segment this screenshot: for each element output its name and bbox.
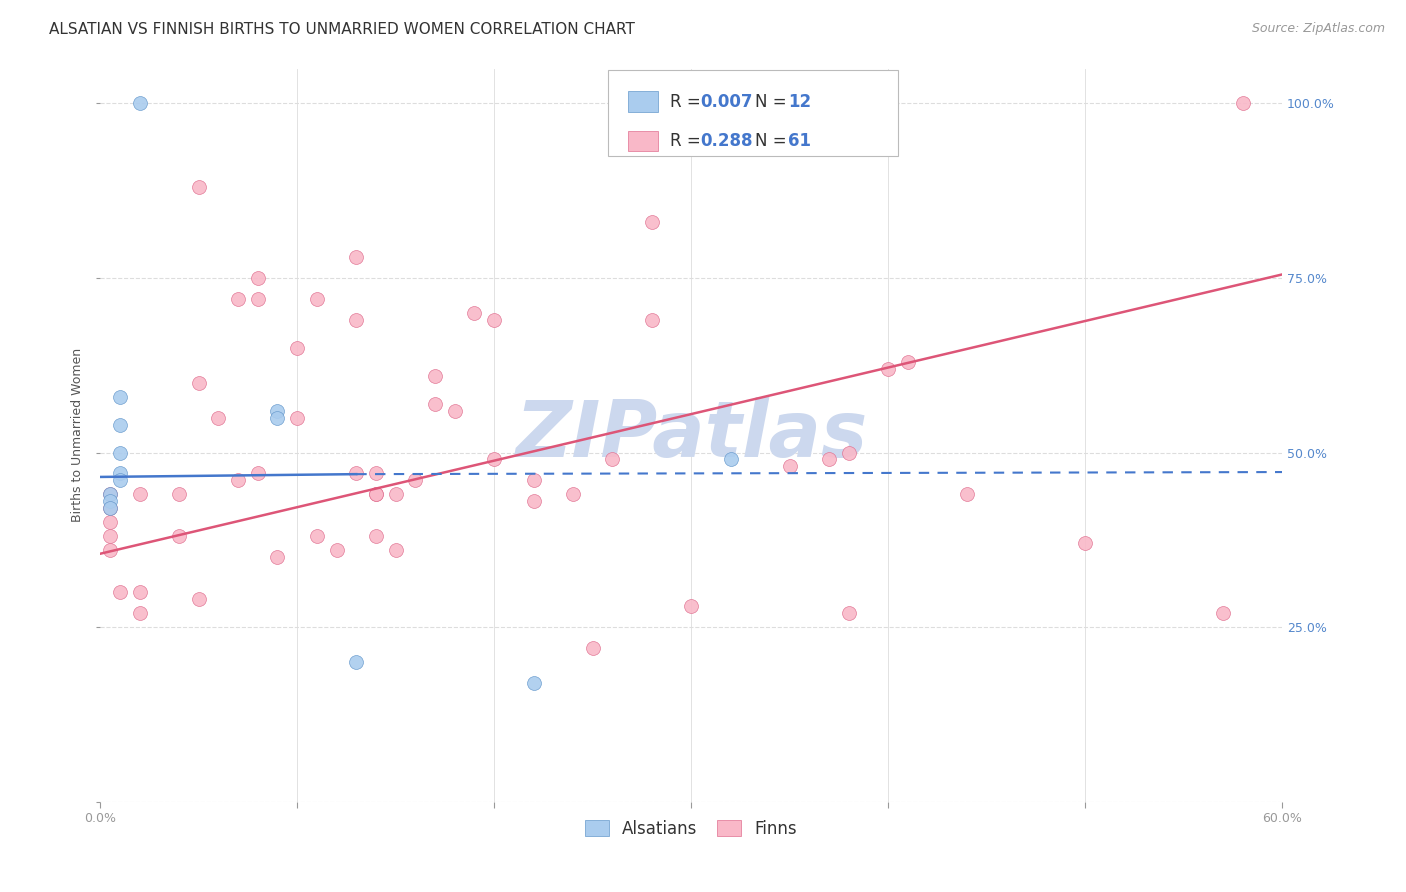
Text: ZIPatlas: ZIPatlas — [515, 397, 868, 473]
Point — [779, 459, 801, 474]
Point — [325, 543, 347, 558]
Text: 0.007: 0.007 — [700, 93, 754, 111]
Point — [344, 313, 367, 327]
Point — [266, 403, 288, 417]
Point — [443, 403, 465, 417]
Point — [98, 529, 121, 543]
Point — [187, 180, 209, 194]
Point — [128, 606, 150, 620]
Text: N =: N = — [755, 132, 792, 150]
Text: R =: R = — [669, 93, 706, 111]
Text: ALSATIAN VS FINNISH BIRTHS TO UNMARRIED WOMEN CORRELATION CHART: ALSATIAN VS FINNISH BIRTHS TO UNMARRIED … — [49, 22, 636, 37]
Point — [641, 215, 664, 229]
Point — [344, 250, 367, 264]
Point — [108, 467, 131, 481]
Point — [1074, 536, 1097, 550]
Point — [522, 474, 544, 488]
Point — [720, 452, 742, 467]
Point — [305, 529, 328, 543]
Point — [98, 516, 121, 530]
Point — [838, 606, 860, 620]
Legend: Alsatians, Finns: Alsatians, Finns — [579, 814, 803, 845]
Point — [266, 550, 288, 565]
Point — [98, 501, 121, 516]
FancyBboxPatch shape — [609, 70, 898, 156]
Point — [344, 467, 367, 481]
Point — [98, 487, 121, 501]
Point — [246, 467, 269, 481]
Point — [818, 452, 841, 467]
Point — [226, 474, 249, 488]
Point — [167, 529, 190, 543]
Point — [187, 592, 209, 607]
Point — [128, 487, 150, 501]
Point — [561, 487, 583, 501]
Point — [364, 467, 387, 481]
Point — [285, 341, 308, 355]
FancyBboxPatch shape — [628, 131, 658, 152]
Text: 0.288: 0.288 — [700, 132, 754, 150]
Point — [956, 487, 979, 501]
Text: R =: R = — [669, 132, 706, 150]
Point — [423, 368, 446, 383]
Text: 12: 12 — [787, 93, 811, 111]
Point — [167, 487, 190, 501]
Y-axis label: Births to Unmarried Women: Births to Unmarried Women — [72, 348, 84, 522]
Text: Source: ZipAtlas.com: Source: ZipAtlas.com — [1251, 22, 1385, 36]
Point — [128, 585, 150, 599]
Point — [344, 655, 367, 669]
Point — [98, 543, 121, 558]
Point — [246, 271, 269, 285]
Point — [602, 452, 624, 467]
Point — [108, 585, 131, 599]
Point — [98, 494, 121, 508]
Point — [404, 474, 426, 488]
FancyBboxPatch shape — [628, 91, 658, 112]
Point — [463, 306, 485, 320]
Text: 61: 61 — [787, 132, 811, 150]
Point — [582, 640, 605, 655]
Point — [522, 494, 544, 508]
Point — [384, 543, 406, 558]
Point — [364, 529, 387, 543]
Point — [364, 487, 387, 501]
Point — [108, 390, 131, 404]
Point — [266, 410, 288, 425]
Point — [897, 355, 920, 369]
Point — [187, 376, 209, 390]
Point — [207, 410, 229, 425]
Point — [226, 292, 249, 306]
Point — [364, 487, 387, 501]
Point — [877, 361, 900, 376]
Point — [1232, 96, 1254, 111]
Point — [641, 313, 664, 327]
Point — [98, 501, 121, 516]
Point — [838, 445, 860, 459]
Point — [384, 487, 406, 501]
Point — [423, 397, 446, 411]
Point — [108, 417, 131, 432]
Point — [482, 452, 505, 467]
Point — [482, 313, 505, 327]
Point — [246, 292, 269, 306]
Point — [108, 474, 131, 488]
Point — [128, 96, 150, 111]
Point — [98, 487, 121, 501]
Point — [305, 292, 328, 306]
Point — [681, 599, 703, 613]
Text: N =: N = — [755, 93, 792, 111]
Point — [522, 676, 544, 690]
Point — [1212, 606, 1234, 620]
Point — [108, 445, 131, 459]
Point — [285, 410, 308, 425]
